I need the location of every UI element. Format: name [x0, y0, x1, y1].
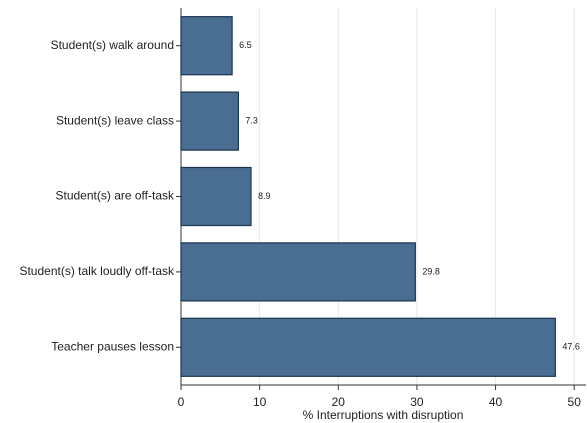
- y-tick-label: Student(s) talk loudly off-task: [19, 264, 175, 278]
- bar: [180, 91, 240, 151]
- y-tick-label: Student(s) walk around: [51, 38, 174, 52]
- y-tick-label: Student(s) leave class: [56, 113, 174, 127]
- value-label: 47.6: [562, 342, 580, 352]
- value-label: 6.5: [239, 40, 252, 50]
- x-tick-label: 50: [568, 395, 582, 409]
- bar: [180, 16, 233, 76]
- bar: [180, 166, 252, 227]
- value-label: 8.9: [258, 191, 271, 201]
- x-tick-label: 10: [253, 395, 267, 409]
- x-tick-label: 30: [410, 395, 424, 409]
- x-tick-label: 40: [489, 395, 503, 409]
- value-label: 29.8: [422, 266, 440, 276]
- bar: [180, 242, 416, 302]
- x-axis-label: % Interruptions with disruption: [303, 408, 464, 422]
- y-tick-label: Student(s) are off-task: [56, 189, 176, 203]
- x-tick-label: 20: [332, 395, 346, 409]
- bar: [180, 317, 556, 377]
- y-tick-label: Teacher pauses lesson: [51, 339, 174, 353]
- x-tick-label: 0: [178, 395, 185, 409]
- value-label: 7.3: [245, 115, 258, 125]
